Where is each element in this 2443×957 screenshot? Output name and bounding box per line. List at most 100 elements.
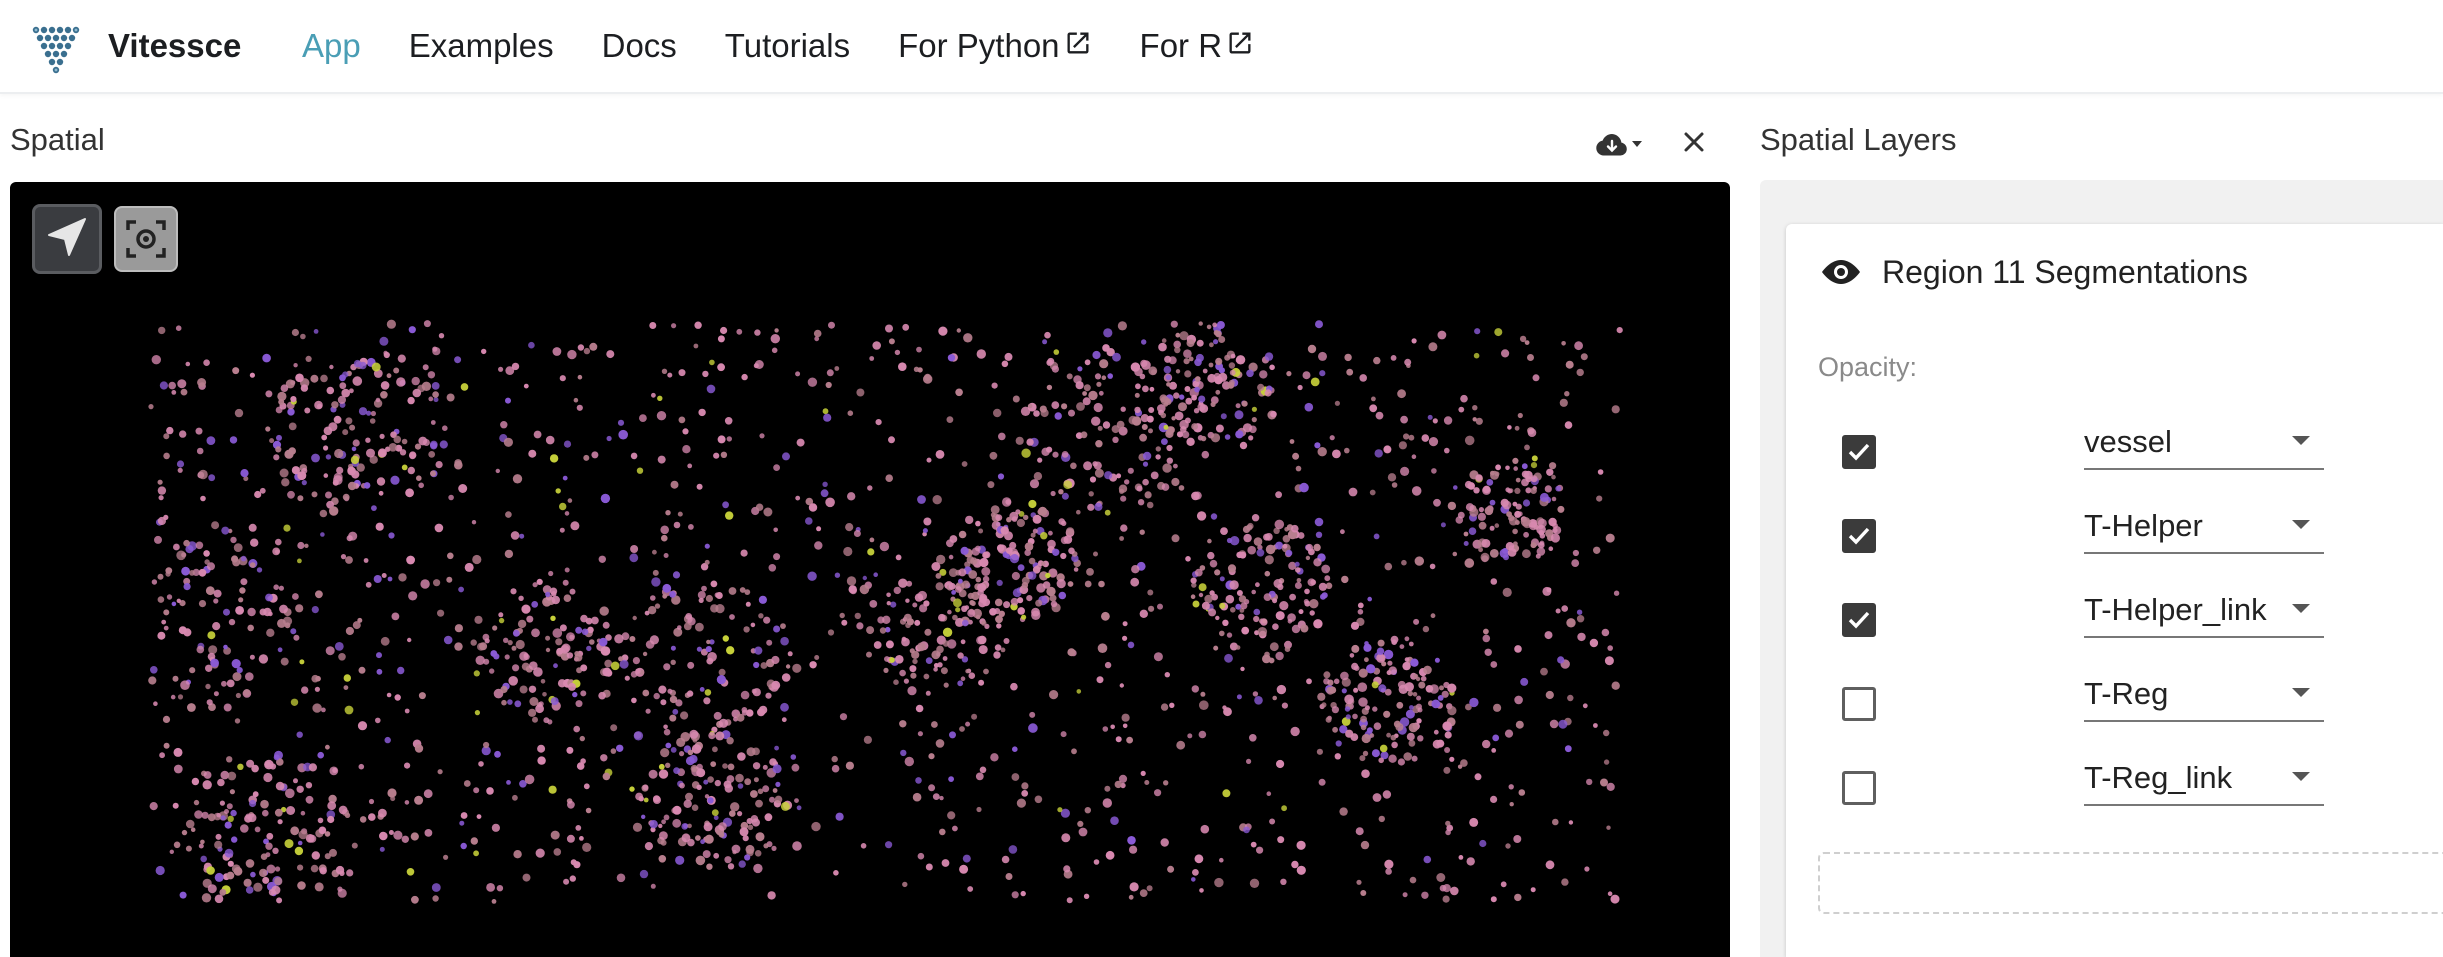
cell-mark	[667, 688, 673, 694]
cell-mark	[575, 825, 582, 831]
cell-mark	[1530, 887, 1536, 893]
cell-mark	[1445, 820, 1451, 827]
cell-mark	[179, 600, 186, 607]
cell-mark	[229, 789, 235, 795]
visibility-eye-icon[interactable]	[1818, 256, 1864, 288]
channel-select[interactable]: T-Helper_link	[2084, 588, 2324, 638]
cell-mark	[482, 633, 490, 641]
cell-segmentation-plot[interactable]	[10, 182, 1730, 957]
cell-mark	[333, 415, 342, 424]
cell-mark	[1096, 381, 1102, 387]
nav-link-for-python[interactable]: For Python	[898, 27, 1091, 65]
cell-mark	[366, 410, 372, 416]
cell-mark	[352, 439, 360, 447]
channel-select[interactable]: vessel	[2084, 420, 2324, 470]
cloud-download-icon[interactable]	[1582, 124, 1646, 160]
cell-mark	[201, 893, 212, 903]
cell-mark	[1303, 599, 1309, 604]
cell-mark	[277, 647, 283, 653]
recenter-button[interactable]	[114, 206, 178, 272]
cell-mark	[948, 554, 954, 560]
cell-mark	[320, 532, 325, 537]
cell-mark	[905, 598, 910, 603]
vitessce-logo-icon[interactable]	[30, 22, 82, 74]
cell-mark	[1169, 381, 1177, 390]
cell-mark	[1107, 373, 1113, 379]
cell-mark	[822, 408, 829, 415]
cell-mark	[790, 754, 797, 760]
cell-mark	[990, 753, 999, 762]
cell-mark	[375, 522, 384, 531]
channel-checkbox[interactable]	[1842, 519, 1876, 553]
nav-link-for-r[interactable]: For R	[1140, 27, 1255, 65]
cell-mark	[1325, 582, 1333, 590]
cell-mark	[753, 777, 759, 783]
cell-mark	[726, 737, 734, 745]
cell-mark	[660, 839, 667, 846]
cell-mark	[768, 564, 777, 572]
spatial-canvas[interactable]	[10, 182, 1730, 957]
nav-link-examples[interactable]: Examples	[408, 27, 554, 64]
channel-checkbox[interactable]	[1842, 771, 1876, 805]
nav-link-app[interactable]: App	[302, 27, 361, 64]
cell-mark	[148, 676, 157, 685]
cell-mark	[1199, 700, 1209, 710]
channel-checkbox[interactable]	[1842, 687, 1876, 721]
brand-name[interactable]: Vitessce	[108, 27, 242, 64]
cell-mark	[854, 612, 861, 620]
cell-mark	[1174, 411, 1184, 421]
add-channel-dropzone[interactable]	[1818, 852, 2443, 914]
cell-mark	[661, 368, 668, 374]
channel-checkbox[interactable]	[1842, 603, 1876, 637]
cell-mark	[1568, 820, 1574, 825]
cell-mark	[536, 578, 543, 585]
cell-mark	[983, 551, 991, 559]
cell-mark	[553, 663, 558, 669]
cell-mark	[1305, 555, 1311, 561]
cell-mark	[1378, 684, 1387, 693]
cell-mark	[1362, 750, 1369, 757]
cell-mark	[771, 845, 777, 852]
cell-mark	[1431, 699, 1441, 709]
cell-mark	[652, 549, 657, 555]
nav-link-tutorials[interactable]: Tutorials	[724, 27, 851, 64]
cell-mark	[1020, 890, 1026, 897]
cell-mark	[318, 826, 327, 835]
cell-mark	[735, 773, 744, 783]
cell-mark	[1519, 335, 1527, 343]
channel-select[interactable]: T-Reg	[2084, 672, 2324, 722]
cell-mark	[663, 724, 668, 730]
cell-mark	[1260, 618, 1268, 626]
cell-mark	[994, 598, 1003, 607]
cell-mark	[670, 645, 676, 651]
cell-mark	[975, 545, 981, 552]
cell-mark	[1191, 394, 1197, 401]
cell-mark	[246, 759, 255, 768]
nav-link-docs[interactable]: Docs	[601, 27, 677, 64]
channel-checkbox[interactable]	[1842, 435, 1876, 469]
cell-mark	[325, 646, 335, 656]
cell-mark	[358, 666, 366, 674]
cell-mark	[1198, 592, 1204, 598]
cell-mark	[279, 468, 289, 478]
cell-mark	[750, 790, 758, 798]
cell-mark	[706, 384, 716, 394]
select-tool-button[interactable]	[32, 204, 102, 274]
cell-mark	[1434, 657, 1440, 663]
channel-select[interactable]: T-Helper	[2084, 504, 2324, 554]
close-icon[interactable]	[1676, 124, 1712, 160]
channel-select[interactable]: T-Reg_link	[2084, 756, 2324, 806]
cell-mark	[1414, 556, 1425, 566]
cell-mark	[763, 616, 771, 624]
cell-mark	[1444, 747, 1451, 753]
cell-mark	[1130, 362, 1141, 372]
cell-mark	[432, 391, 439, 398]
cell-mark	[569, 875, 576, 882]
cell-mark	[370, 410, 376, 417]
cell-mark	[563, 878, 570, 885]
cell-mark	[1492, 734, 1500, 742]
cell-mark	[1226, 632, 1233, 638]
cell-mark	[703, 697, 711, 705]
cell-mark	[598, 691, 606, 700]
cell-mark	[1413, 673, 1419, 679]
